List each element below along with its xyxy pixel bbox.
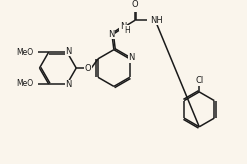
Text: NH: NH — [150, 16, 163, 25]
Text: O: O — [85, 64, 91, 72]
Text: N: N — [120, 22, 126, 31]
Text: MeO: MeO — [16, 79, 33, 88]
Text: N: N — [65, 47, 72, 56]
Text: H: H — [124, 26, 130, 35]
Text: N: N — [65, 80, 72, 89]
Text: N: N — [128, 53, 135, 62]
Text: MeO: MeO — [16, 48, 33, 57]
Text: N: N — [108, 30, 114, 39]
Text: O: O — [132, 0, 138, 9]
Text: Cl: Cl — [195, 76, 203, 85]
